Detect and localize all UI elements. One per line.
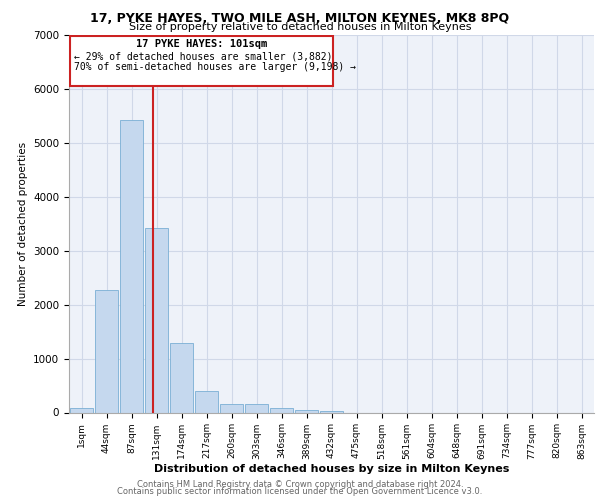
Bar <box>70 408 93 412</box>
Bar <box>320 411 343 412</box>
Bar <box>170 344 193 412</box>
Bar <box>95 290 118 412</box>
Bar <box>120 120 143 412</box>
Text: 17, PYKE HAYES, TWO MILE ASH, MILTON KEYNES, MK8 8PQ: 17, PYKE HAYES, TWO MILE ASH, MILTON KEY… <box>91 12 509 26</box>
Text: ← 29% of detached houses are smaller (3,882): ← 29% of detached houses are smaller (3,… <box>74 51 332 61</box>
Bar <box>220 404 243 412</box>
X-axis label: Distribution of detached houses by size in Milton Keynes: Distribution of detached houses by size … <box>154 464 509 474</box>
Text: 70% of semi-detached houses are larger (9,198) →: 70% of semi-detached houses are larger (… <box>74 62 356 72</box>
Bar <box>270 408 293 412</box>
FancyBboxPatch shape <box>70 36 333 86</box>
Bar <box>245 404 268 412</box>
Text: 17 PYKE HAYES: 101sqm: 17 PYKE HAYES: 101sqm <box>136 40 267 50</box>
Text: Contains HM Land Registry data © Crown copyright and database right 2024.: Contains HM Land Registry data © Crown c… <box>137 480 463 489</box>
Bar <box>145 228 168 412</box>
Bar <box>295 410 318 412</box>
Y-axis label: Number of detached properties: Number of detached properties <box>17 142 28 306</box>
Bar <box>195 392 218 412</box>
Text: Size of property relative to detached houses in Milton Keynes: Size of property relative to detached ho… <box>129 22 471 32</box>
Text: Contains public sector information licensed under the Open Government Licence v3: Contains public sector information licen… <box>118 487 482 496</box>
